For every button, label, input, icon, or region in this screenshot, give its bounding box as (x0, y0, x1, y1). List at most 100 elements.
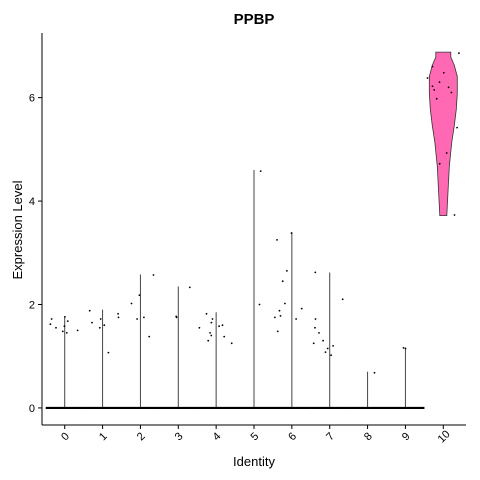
data-point (156, 407, 158, 409)
data-point (218, 325, 220, 327)
x-tick-label: 7 (324, 430, 337, 443)
data-point (372, 407, 374, 409)
data-point (99, 327, 101, 329)
data-point (451, 92, 453, 94)
data-point (212, 318, 214, 320)
data-point (405, 348, 407, 350)
data-point (136, 318, 138, 320)
data-point (51, 318, 53, 320)
data-point (210, 335, 212, 337)
data-point (96, 407, 98, 409)
data-point (104, 407, 106, 409)
data-point (433, 89, 435, 91)
data-point (55, 327, 57, 329)
data-point (253, 407, 255, 409)
data-point (219, 407, 221, 409)
data-point (186, 407, 188, 409)
data-point (439, 163, 441, 165)
data-point (330, 354, 332, 356)
data-point (403, 347, 405, 349)
data-point (203, 407, 205, 409)
data-point (283, 407, 285, 409)
data-point (80, 407, 82, 409)
data-point (70, 407, 72, 409)
data-point (145, 407, 147, 409)
data-point (139, 294, 141, 296)
data-point (183, 407, 185, 409)
data-point (89, 310, 91, 312)
data-point (74, 407, 76, 409)
x-tick-label: 4 (211, 430, 224, 443)
data-point (233, 407, 235, 409)
data-point (286, 270, 288, 272)
x-tick-label: 8 (362, 430, 375, 443)
data-point (103, 324, 105, 326)
y-axis-title: Expression Level (10, 180, 25, 279)
data-point (307, 407, 309, 409)
data-point (413, 407, 415, 409)
data-point (313, 342, 315, 344)
data-point (89, 407, 91, 409)
data-point (369, 407, 371, 409)
data-point (62, 331, 64, 333)
data-point (214, 407, 216, 409)
x-tick-label: 6 (286, 430, 299, 443)
data-point (314, 272, 316, 274)
data-point (164, 407, 166, 409)
data-point (443, 72, 445, 74)
data-point (61, 407, 63, 409)
data-point (118, 317, 120, 319)
data-point (315, 318, 317, 320)
data-point (295, 318, 297, 320)
data-point (277, 407, 279, 409)
data-point (282, 280, 284, 282)
data-point (411, 407, 413, 409)
data-point (50, 323, 52, 325)
data-point (314, 327, 316, 329)
data-point (448, 86, 450, 88)
y-tick-label: 4 (29, 196, 35, 208)
data-point (160, 407, 162, 409)
data-point (400, 407, 402, 409)
data-point (342, 298, 344, 300)
data-point (140, 407, 142, 409)
data-point (301, 308, 303, 310)
chart-title: PPBP (234, 11, 275, 28)
data-point (64, 407, 66, 409)
data-point (260, 170, 262, 172)
data-point (346, 407, 348, 409)
data-point (100, 318, 102, 320)
data-point (207, 340, 209, 342)
data-point (318, 332, 320, 334)
data-point (52, 407, 54, 409)
x-tick-label: 9 (400, 430, 413, 443)
data-point (117, 407, 119, 409)
data-point (277, 331, 279, 333)
y-tick-label: 6 (29, 93, 35, 105)
data-point (64, 325, 66, 327)
data-point (223, 336, 225, 338)
data-point (92, 407, 94, 409)
data-point (427, 77, 429, 79)
data-point (374, 372, 376, 374)
data-point (222, 324, 224, 326)
data-point (123, 407, 125, 409)
data-point (255, 407, 257, 409)
data-point (352, 407, 354, 409)
data-point (245, 407, 247, 409)
data-point (87, 407, 89, 409)
data-point (439, 81, 441, 83)
data-point (403, 407, 405, 409)
data-point (237, 407, 239, 409)
data-point (296, 407, 298, 409)
data-point (54, 407, 56, 409)
data-point (291, 232, 293, 234)
data-point (125, 407, 127, 409)
data-point (137, 407, 139, 409)
data-point (379, 407, 381, 409)
data-point (259, 304, 261, 306)
data-point (231, 342, 233, 344)
data-point (363, 407, 365, 409)
data-point (418, 407, 420, 409)
